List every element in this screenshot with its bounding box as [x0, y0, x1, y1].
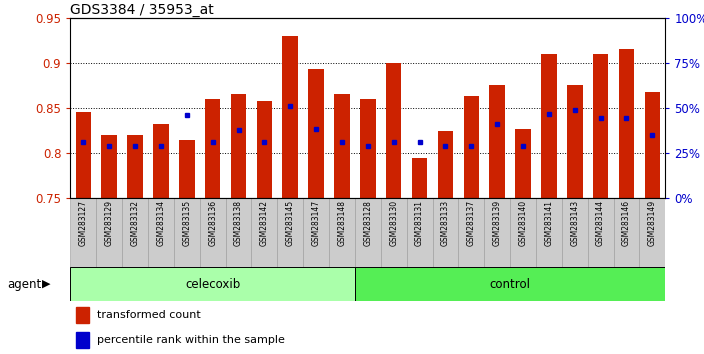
Text: GSM283146: GSM283146 — [622, 200, 631, 246]
Text: GSM283137: GSM283137 — [467, 200, 476, 246]
Bar — [148, 198, 174, 269]
Bar — [277, 198, 303, 269]
Text: GSM283127: GSM283127 — [79, 200, 88, 246]
Bar — [282, 36, 298, 198]
Bar — [458, 198, 484, 269]
Bar — [70, 267, 355, 301]
Text: percentile rank within the sample: percentile rank within the sample — [97, 335, 285, 345]
Text: GSM283130: GSM283130 — [389, 200, 398, 246]
Bar — [489, 85, 505, 198]
Bar — [225, 198, 251, 269]
Text: GSM283143: GSM283143 — [570, 200, 579, 246]
Text: GSM283133: GSM283133 — [441, 200, 450, 246]
Bar — [153, 124, 169, 198]
Text: GSM283147: GSM283147 — [312, 200, 320, 246]
Bar — [251, 198, 277, 269]
Bar — [432, 198, 458, 269]
Text: control: control — [489, 278, 531, 291]
Bar — [355, 198, 381, 269]
Text: celecoxib: celecoxib — [185, 278, 240, 291]
Text: transformed count: transformed count — [97, 310, 201, 320]
Text: GSM283129: GSM283129 — [105, 200, 114, 246]
Text: GSM283132: GSM283132 — [130, 200, 139, 246]
Bar — [101, 135, 117, 198]
Text: GSM283144: GSM283144 — [596, 200, 605, 246]
Bar — [205, 99, 220, 198]
Bar — [562, 198, 588, 269]
Bar — [567, 85, 582, 198]
Bar — [536, 198, 562, 269]
Bar — [360, 99, 376, 198]
Bar — [174, 198, 200, 269]
Bar — [614, 198, 639, 269]
Bar — [412, 158, 427, 198]
Bar — [308, 69, 324, 198]
Bar — [484, 198, 510, 269]
Text: GSM283140: GSM283140 — [519, 200, 527, 246]
Text: GSM283131: GSM283131 — [415, 200, 424, 246]
Bar — [76, 307, 89, 323]
Bar — [329, 198, 355, 269]
Bar — [200, 198, 225, 269]
Bar — [257, 101, 272, 198]
Text: GSM283149: GSM283149 — [648, 200, 657, 246]
Bar — [515, 129, 531, 198]
Text: GSM283136: GSM283136 — [208, 200, 217, 246]
Bar — [463, 96, 479, 198]
Bar — [334, 93, 350, 198]
Bar — [639, 198, 665, 269]
Text: GSM283138: GSM283138 — [234, 200, 243, 246]
Text: GSM283148: GSM283148 — [337, 200, 346, 246]
Text: GSM283141: GSM283141 — [544, 200, 553, 246]
Bar — [75, 113, 91, 198]
Text: GSM283134: GSM283134 — [156, 200, 165, 246]
Bar — [510, 198, 536, 269]
Bar — [619, 49, 634, 198]
Text: ▶: ▶ — [42, 279, 50, 289]
Text: GSM283145: GSM283145 — [286, 200, 295, 246]
Bar — [303, 198, 329, 269]
Text: GSM283139: GSM283139 — [493, 200, 502, 246]
Text: GSM283128: GSM283128 — [363, 200, 372, 246]
Bar — [588, 198, 614, 269]
Bar — [96, 198, 122, 269]
Bar — [593, 54, 608, 198]
Text: GSM283135: GSM283135 — [182, 200, 191, 246]
Bar — [541, 54, 557, 198]
Bar — [179, 139, 194, 198]
Bar — [76, 332, 89, 348]
Bar — [231, 95, 246, 198]
Bar — [127, 135, 143, 198]
Bar — [407, 198, 432, 269]
Bar — [438, 131, 453, 198]
Bar — [381, 198, 407, 269]
Text: GSM283142: GSM283142 — [260, 200, 269, 246]
Bar — [386, 63, 401, 198]
Text: GDS3384 / 35953_at: GDS3384 / 35953_at — [70, 3, 214, 17]
Bar — [70, 198, 96, 269]
Bar — [122, 198, 148, 269]
Bar — [355, 267, 665, 301]
Bar — [645, 92, 660, 198]
Text: agent: agent — [7, 278, 42, 291]
